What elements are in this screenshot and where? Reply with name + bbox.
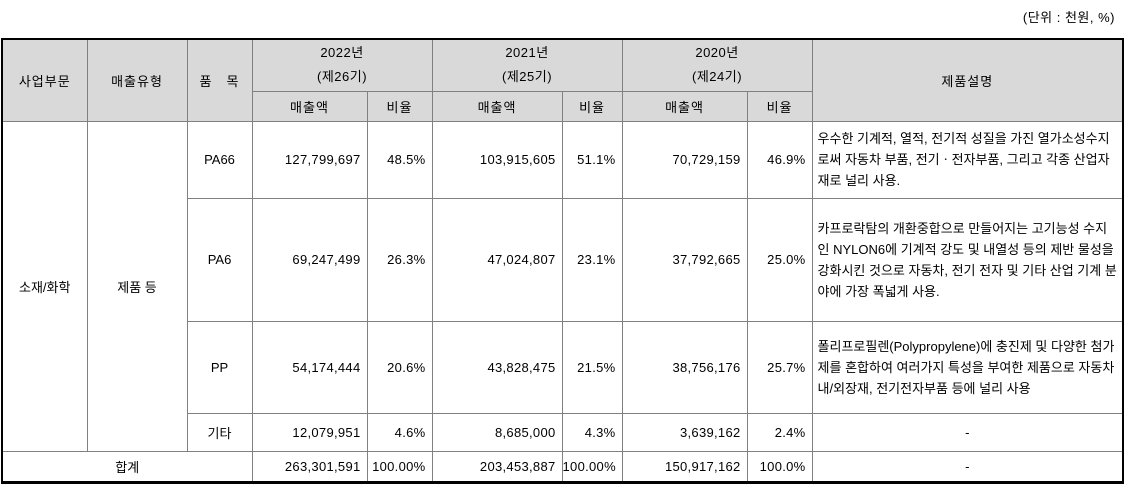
header-year-2021-line1: 2021년 <box>505 45 549 61</box>
header-row-sub: 매출액 비율 매출액 비율 매출액 비율 <box>2 90 1123 122</box>
ratio-2021-cell: 51.1% <box>561 120 623 199</box>
item-cell: PA6 <box>186 197 253 322</box>
amount-2022-cell: 127,799,697 <box>251 120 368 199</box>
sales-table: 사업부문 매출유형 품 목 2022년 (제26기) 2021년 (제25기) … <box>1 38 1124 484</box>
total-ratio-2020-cell: 100.0% <box>746 450 813 483</box>
total-ratio-2021-cell: 100.00% <box>561 450 623 483</box>
business-division-cell: 소재/화학 <box>1 120 88 452</box>
unit-note: (단위 : 천원, %) <box>1022 10 1115 25</box>
header-year-2022: 2022년 (제26기) <box>251 38 433 92</box>
header-2021-sales-amount: 매출액 <box>431 90 563 122</box>
ratio-2022-cell: 20.6% <box>366 320 433 414</box>
header-sales-type: 매출유형 <box>86 38 188 122</box>
header-2020-ratio: 비율 <box>746 90 813 122</box>
table-row-pa66: 소재/화학 제품 등 PA66 127,799,697 48.5% 103,91… <box>1 120 1124 452</box>
amount-2021-cell: 8,685,000 <box>431 412 563 452</box>
ratio-2021-cell: 23.1% <box>561 197 623 322</box>
ratio-2022-cell: 26.3% <box>366 197 433 322</box>
header-year-2020-line1: 2020년 <box>695 45 739 61</box>
item-cell: PP <box>186 320 253 414</box>
amount-2022-cell: 69,247,499 <box>251 197 368 322</box>
item-cell: PA66 <box>186 120 253 199</box>
ratio-2020-cell: 2.4% <box>746 412 813 452</box>
header-2021-ratio: 비율 <box>561 90 623 122</box>
ratio-2020-cell: 25.7% <box>746 320 813 414</box>
header-2022-ratio: 비율 <box>366 90 433 122</box>
total-description-cell: - <box>811 450 1124 483</box>
description-cell: 카프로락탐의 개환중합으로 만들어지는 고기능성 수지인 NYLON6에 기계적… <box>811 197 1124 322</box>
sales-type-cell: 제품 등 <box>86 120 188 452</box>
header-year-2020: 2020년 (제24기) <box>621 38 813 92</box>
header-year-2022-line2: (제26기) <box>316 69 368 85</box>
ratio-2021-cell: 4.3% <box>561 412 623 452</box>
ratio-2020-cell: 25.0% <box>746 197 813 322</box>
ratio-2020-cell: 46.9% <box>746 120 813 199</box>
amount-2021-cell: 43,828,475 <box>431 320 563 414</box>
amount-2020-cell: 38,756,176 <box>621 320 748 414</box>
header-2022-sales-amount: 매출액 <box>251 90 368 122</box>
table-row-total: 합계 263,301,591 100.00% 203,453,887 100.0… <box>1 450 1124 483</box>
total-amount-2020-cell: 150,917,162 <box>621 450 748 483</box>
amount-2022-cell: 12,079,951 <box>251 412 368 452</box>
description-cell: 폴리프로필렌(Polypropylene)에 충진제 및 다양한 첨가제를 혼합… <box>811 320 1124 414</box>
table-row-etc: 기타 12,079,951 4.6% 8,685,000 4.3% 3,639,… <box>2 412 1124 452</box>
amount-2021-cell: 47,024,807 <box>431 197 563 322</box>
amount-2021-cell: 103,915,605 <box>431 120 563 199</box>
ratio-2021-cell: 21.5% <box>561 320 623 414</box>
table-row-pa6: PA6 69,247,499 26.3% 47,024,807 23.1% 37… <box>2 197 1124 322</box>
ratio-2022-cell: 4.6% <box>366 412 433 452</box>
amount-2020-cell: 37,792,665 <box>621 197 748 322</box>
description-cell: 우수한 기계적, 열적, 전기적 성질을 가진 열가소성수지로써 자동차 부품,… <box>811 120 1124 199</box>
total-amount-2022-cell: 263,301,591 <box>251 450 368 483</box>
header-business-division: 사업부문 <box>1 38 88 122</box>
header-year-2020-line2: (제24기) <box>692 69 743 85</box>
total-ratio-2022-cell: 100.00% <box>366 450 433 483</box>
ratio-2022-cell: 48.5% <box>366 120 433 199</box>
amount-2022-cell: 54,174,444 <box>251 320 368 414</box>
amount-2020-cell: 70,729,159 <box>621 120 748 199</box>
total-amount-2021-cell: 203,453,887 <box>431 450 563 483</box>
total-label-cell: 합계 <box>1 450 253 483</box>
header-product-description: 제품설명 <box>811 38 1124 122</box>
header-2020-sales-amount: 매출액 <box>621 90 748 122</box>
header-year-2021: 2021년 (제25기) <box>431 38 623 92</box>
item-cell: 기타 <box>186 412 253 452</box>
amount-2020-cell: 3,639,162 <box>621 412 748 452</box>
header-year-2021-line2: (제25기) <box>502 69 553 85</box>
header-year-2022-line1: 2022년 <box>320 45 364 61</box>
header-row-years: 사업부문 매출유형 품 목 2022년 (제26기) 2021년 (제25기) … <box>1 38 1124 122</box>
description-cell: - <box>811 412 1124 452</box>
header-item: 품 목 <box>186 38 253 122</box>
